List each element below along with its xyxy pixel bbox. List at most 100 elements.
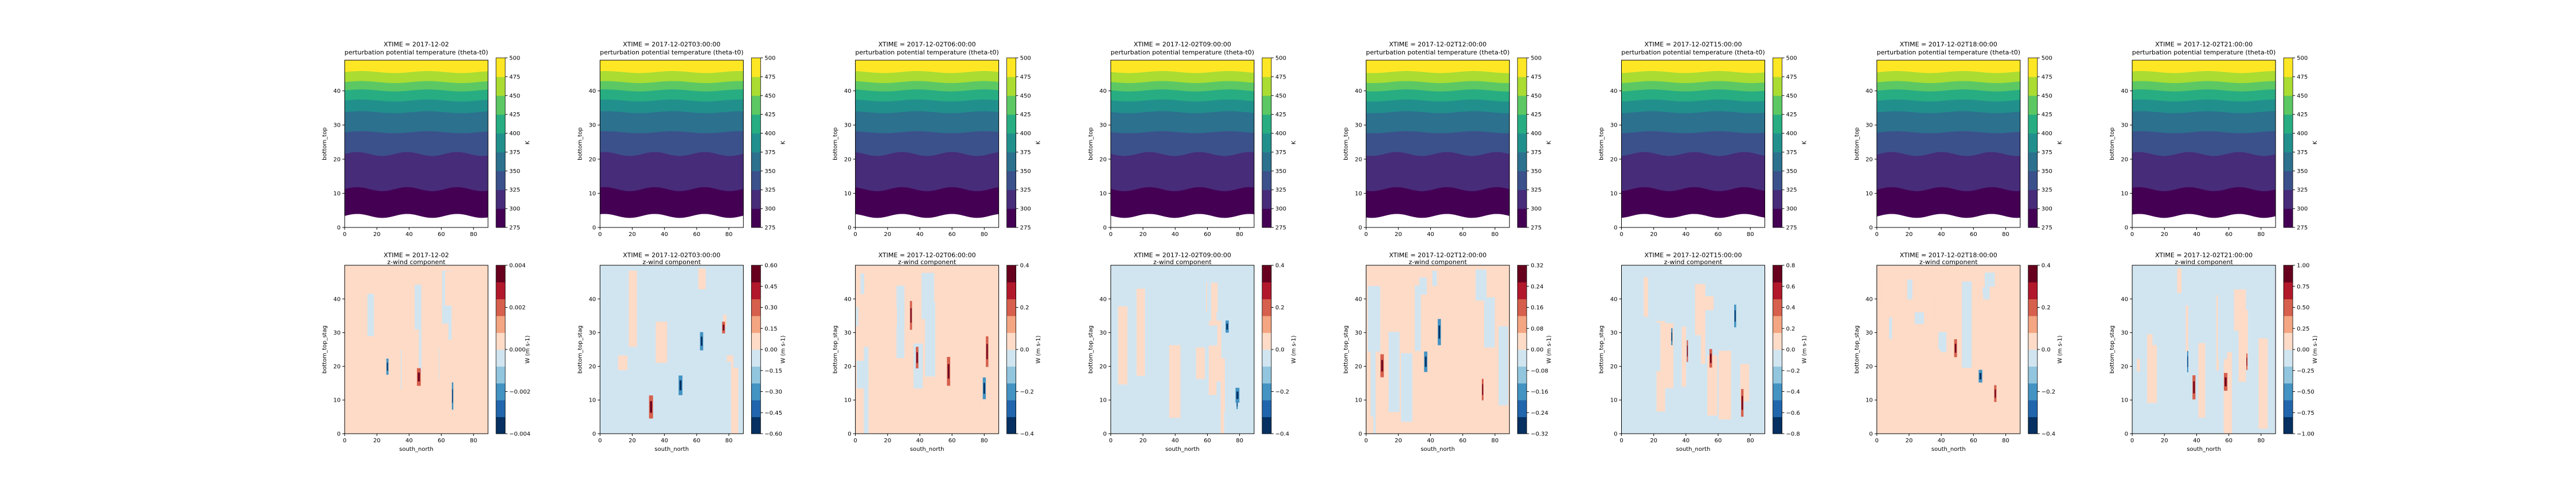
theta-colorbar-6-tick-label-4: 400 <box>2042 131 2052 137</box>
w-feature-core-0 <box>417 372 420 382</box>
w-panel-0: 0 20 40 60 80 0 10 20 30 40 south_north XTIME = 201… <box>322 252 531 453</box>
theta-band-4 <box>855 99 999 113</box>
w-colorbar-2-tick-label-2: 0.0 <box>1020 347 1029 353</box>
theta-colorbar-7-tick-label-2: 450 <box>2297 93 2308 99</box>
theta-title-2: XTIME = 2017-12-02T06:00:00 <box>879 41 976 48</box>
w-axes-1-ytick-label-1: 10 <box>589 398 596 404</box>
w-patch-18 <box>1889 317 1892 339</box>
w-colorbar-4-segment-0 <box>1517 417 1527 434</box>
w-colorbar-2-segment-0 <box>1006 417 1016 434</box>
w-ylabel-0: bottom_top_stag <box>322 325 328 374</box>
theta-axes-6-ytick-label-3: 30 <box>1865 123 1873 129</box>
w-patch-2 <box>896 285 905 359</box>
theta-axes-4-ytick-label-3: 30 <box>1355 123 1362 129</box>
theta-axes-3-xtick-label-4: 80 <box>1236 231 1243 238</box>
w-ylabel-6: bottom_top_stag <box>1854 325 1860 374</box>
w-colorbar-6-segment-3 <box>2028 366 2038 384</box>
w-patch-15 <box>1461 337 1467 376</box>
w-axes-6-xtick-label-2: 40 <box>1938 438 1945 444</box>
w-axes-2-xlabel: south_north <box>910 446 944 453</box>
w-colorbar-6-label: W (m s-1) <box>2057 335 2063 363</box>
w-colorbar-3-tick-label-1: 0.2 <box>1275 305 1285 311</box>
w-axes-1-xtick-label-2: 40 <box>661 438 668 444</box>
theta-colorbar-5-tick-label-3: 425 <box>1786 112 1797 118</box>
w-colorbar-6-tick-label-2: 0.0 <box>2042 347 2051 353</box>
w-patch-18 <box>2266 317 2270 382</box>
w-patch-19 <box>2258 338 2268 429</box>
w-colorbar-0-segment-8 <box>496 282 505 300</box>
theta-band-0 <box>1365 187 1510 218</box>
theta-axes-2-ytick-label-2: 20 <box>844 156 852 163</box>
theta-ylabel-7: bottom_top <box>2109 127 2116 160</box>
w-colorbar-4-label: W (m s-1) <box>1546 335 1552 363</box>
w-colorbar-2-segment-3 <box>1006 366 1016 384</box>
theta-band-1 <box>855 151 999 191</box>
theta-colorbar-6-segment-2 <box>2028 171 2038 190</box>
w-feature-core-2 <box>1995 389 1996 398</box>
theta-colorbar-5-tick-label-8: 300 <box>1786 206 1797 213</box>
theta-colorbar-6-tick-label-6: 350 <box>2042 168 2052 175</box>
theta-band-0 <box>1876 187 2021 218</box>
theta-colorbar-4-segment-0 <box>1517 209 1527 228</box>
w-patch-9 <box>1962 281 1972 368</box>
theta-colorbar-1-tick-label-6: 350 <box>764 168 775 175</box>
theta-axes-7-xtick-label-3: 60 <box>2225 231 2232 238</box>
w-colorbar-7-tick-label-2: 0.50 <box>2297 305 2309 311</box>
w-colorbar-5-segment-1 <box>1773 400 1782 418</box>
w-axes-2-ytick-label-0: 0 <box>848 431 851 438</box>
w-title-7: XTIME = 2017-12-02T21:00:00 <box>2155 252 2253 259</box>
w-patch-13 <box>634 354 644 400</box>
w-colorbar-0-tick-label-1: 0.002 <box>509 305 526 311</box>
w-colorbar-1-segment-2 <box>751 383 761 400</box>
theta-axes-5-xtick-label-1: 20 <box>1650 231 1657 238</box>
theta-colorbar-6-segment-3 <box>2028 152 2038 171</box>
w-axes-6-ytick-label-4: 40 <box>1865 296 1873 302</box>
w-axes-1-xtick-label-3: 60 <box>693 438 700 444</box>
theta-colorbar-4-tick-label-5: 375 <box>1531 150 1541 156</box>
w-colorbar-1-tick-label-2: 0.30 <box>764 305 777 311</box>
theta-colorbar-3-segment-0 <box>1262 209 1271 228</box>
w-colorbar-6-tick-label-4: −0.4 <box>2042 431 2055 438</box>
w-axes-6-xtick-label-0: 0 <box>1875 438 1879 444</box>
theta-axes-2-xtick-label-0: 0 <box>853 231 857 238</box>
w-patch-6 <box>723 315 727 327</box>
w-patch-7 <box>385 295 393 386</box>
theta-colorbar-0-tick-label-3: 425 <box>509 112 520 118</box>
w-axes-4-ytick-label-2: 20 <box>1355 364 1362 370</box>
w-axes-4-xtick-label-1: 20 <box>1395 438 1402 444</box>
theta-colorbar-5-tick-label-1: 475 <box>1786 74 1797 80</box>
theta-colorbar-5-tick-label-6: 350 <box>1786 168 1797 175</box>
theta-colorbar-2-segment-6 <box>1006 95 1016 115</box>
w-colorbar-2-segment-5 <box>1006 332 1016 350</box>
theta-colorbar-7-label: K <box>2312 140 2319 144</box>
theta-colorbar-0-tick-label-8: 300 <box>509 206 520 213</box>
theta-colorbar-0-segment-1 <box>496 190 505 209</box>
w-colorbar-5-tick-label-1: 0.6 <box>1786 284 1796 290</box>
theta-band-1 <box>1621 151 1765 191</box>
w-patch-4 <box>969 357 981 426</box>
w-colorbar-3-tick-label-3: −0.2 <box>1275 389 1289 395</box>
theta-axes-5-ytick-label-4: 40 <box>1610 88 1618 95</box>
w-patch-0 <box>345 294 357 324</box>
theta-colorbar-5-segment-4 <box>1773 133 1782 152</box>
w-patch-14 <box>1692 335 1701 404</box>
w-colorbar-7-tick-label-6: −0.50 <box>2297 389 2315 395</box>
theta-colorbar-7-segment-7 <box>2284 76 2293 96</box>
w-colorbar-1-segment-3 <box>751 366 761 384</box>
w-feature-core-1 <box>916 352 918 363</box>
theta-colorbar-3-frame <box>1262 57 1272 228</box>
theta-colorbar-1-segment-8 <box>751 58 761 77</box>
w-patch-14 <box>1989 286 1997 304</box>
w-colorbar-4-segment-4 <box>1517 349 1527 367</box>
w-patch-1 <box>925 301 935 377</box>
theta-axes-7-ytick-label-2: 20 <box>2121 156 2128 163</box>
w-colorbar-7-tick-label-3: 0.25 <box>2297 326 2309 332</box>
theta-colorbar-4-tick-label-1: 475 <box>1531 74 1541 80</box>
w-axes-0-ytick-label-0: 0 <box>337 431 341 438</box>
theta-colorbar-3-tick-label-0: 500 <box>1275 56 1286 62</box>
w-colorbar-4-tick-label-2: 0.16 <box>1531 305 1543 311</box>
theta-band-0 <box>2132 187 2276 218</box>
w-colorbar-5-segment-2 <box>1773 383 1782 400</box>
theta-ylabel-2: bottom_top <box>833 127 839 160</box>
theta-axes-0-ytick-label-1: 10 <box>333 191 341 197</box>
